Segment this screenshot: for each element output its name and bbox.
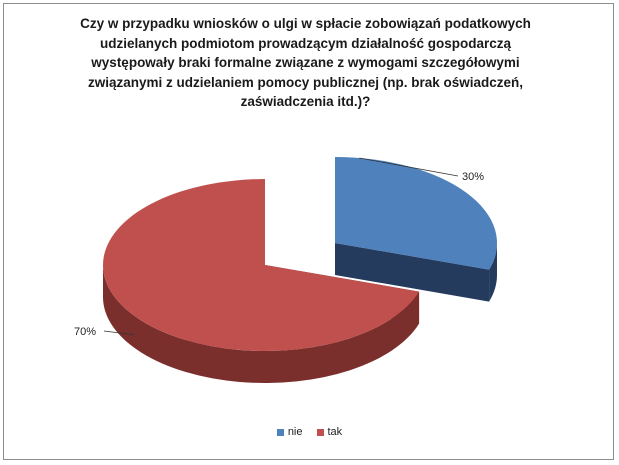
slice-top — [335, 157, 497, 270]
pie-slice-tak — [103, 179, 420, 383]
legend: nie tak — [0, 426, 619, 438]
pie-slice-nie — [335, 157, 497, 302]
chart-title-line: związanymi z udzielaniem pomocy publiczn… — [87, 74, 524, 90]
legend-label: tak — [327, 426, 343, 438]
leader-line — [359, 157, 459, 177]
chart-title: Czy w przypadku wniosków o ulgi w spłaci… — [30, 14, 581, 112]
data-label-tak: 70% — [74, 326, 96, 338]
data-label-nie: 30% — [462, 171, 484, 183]
legend-item-tak: tak — [316, 426, 343, 438]
chart-title-line: udzielanych podmiotom prowadzącym działa… — [99, 35, 512, 51]
chart-title-line: występowały braki formalne związane z wy… — [91, 55, 520, 70]
chart-title-line: Czy w przypadku wniosków o ulgi w spłaci… — [80, 16, 531, 31]
leader-line — [103, 330, 134, 336]
chart-frame — [3, 3, 614, 460]
slice-wall — [335, 243, 490, 302]
slice-top — [103, 179, 420, 351]
legend-swatch — [316, 428, 324, 436]
legend-swatch — [276, 428, 284, 436]
slice-side — [489, 243, 497, 302]
legend-item-nie: nie — [276, 426, 303, 438]
chart-title-line: zaświadczenia itd.)? — [240, 94, 371, 109]
legend-label: nie — [287, 426, 303, 438]
slice-side — [103, 265, 420, 383]
